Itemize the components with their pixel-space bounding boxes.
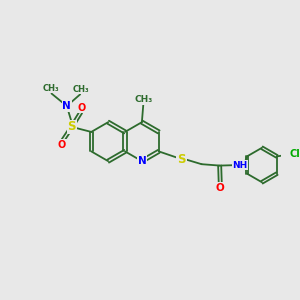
Text: S: S	[68, 120, 76, 134]
Text: O: O	[78, 103, 86, 113]
Text: S: S	[177, 153, 186, 166]
Text: CH₃: CH₃	[134, 95, 152, 104]
Text: O: O	[58, 140, 66, 150]
Text: NH: NH	[232, 160, 248, 169]
Text: N: N	[137, 156, 146, 166]
Text: CH₃: CH₃	[43, 84, 59, 93]
Text: Cl: Cl	[290, 148, 300, 159]
Text: CH₃: CH₃	[72, 85, 89, 94]
Text: N: N	[62, 101, 71, 111]
Text: O: O	[216, 183, 225, 193]
